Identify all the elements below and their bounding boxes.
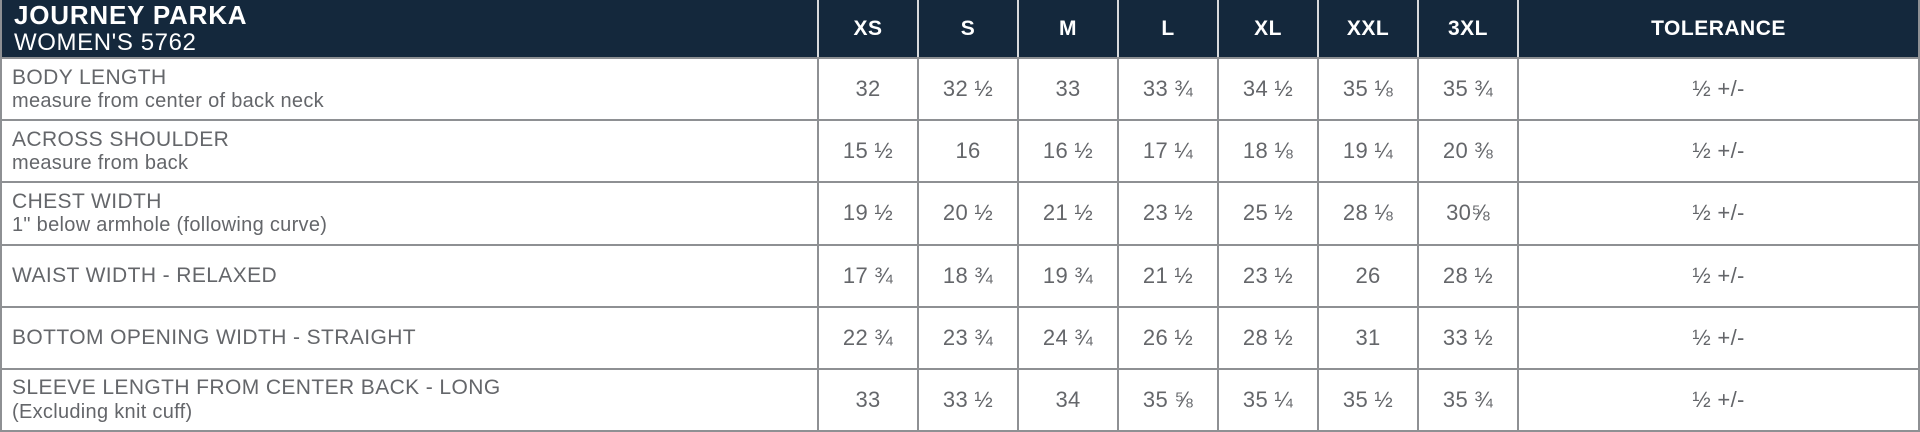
value-cell: 32 [817, 59, 917, 120]
value-cell: 35 ⅝ [1117, 369, 1217, 431]
measurement-sublabel: (Excluding knit cuff) [12, 400, 193, 423]
measurement-label: WAIST WIDTH - RELAXED [12, 263, 278, 287]
tolerance-cell: ½ +/- [1517, 369, 1918, 431]
value-cell: 23 ½ [1217, 245, 1317, 306]
value-cell: 34 [1017, 369, 1117, 431]
value-cell: 35 ¾ [1417, 59, 1517, 120]
value-cell: 28 ½ [1417, 245, 1517, 306]
column-header-xs: XS [817, 0, 917, 57]
tolerance-cell: ½ +/- [1517, 307, 1918, 368]
tolerance-cell: ½ +/- [1517, 121, 1918, 182]
measurement-label-cell: SLEEVE LENGTH FROM CENTER BACK - LONG (E… [2, 370, 817, 430]
column-header-tolerance: TOLERANCE [1517, 0, 1918, 57]
measurement-sublabel: measure from center of back neck [12, 89, 324, 112]
value-cell: 16 ½ [1017, 121, 1117, 182]
value-cell: 25 ½ [1217, 183, 1317, 244]
tolerance-cell: ½ +/- [1517, 245, 1918, 306]
size-chart-header-row: JOURNEY PARKA WOMEN'S 5762 XS S M L XL X… [2, 0, 1918, 57]
value-cell: 26 [1317, 245, 1417, 306]
value-cell: 19 ¼ [1317, 121, 1417, 182]
product-title-cell: JOURNEY PARKA WOMEN'S 5762 [2, 0, 817, 57]
value-cell: 30⅝ [1417, 183, 1517, 244]
value-cell: 17 ¾ [817, 245, 917, 306]
value-cell: 31 [1317, 307, 1417, 368]
value-cell: 35 ¼ [1217, 369, 1317, 431]
product-name: JOURNEY PARKA [14, 0, 248, 31]
measurement-sublabel: 1" below armhole (following curve) [12, 214, 328, 236]
value-cell: 33 [1017, 59, 1117, 120]
value-cell: 26 ½ [1117, 307, 1217, 368]
value-cell: 21 ½ [1017, 183, 1117, 244]
product-style-number: WOMEN'S 5762 [14, 28, 197, 56]
value-cell: 32 ½ [917, 59, 1017, 120]
column-header-l: L [1117, 0, 1217, 57]
value-cell: 28 ⅛ [1317, 183, 1417, 244]
measurement-label: SLEEVE LENGTH FROM CENTER BACK - LONG [12, 376, 501, 400]
value-cell: 28 ½ [1217, 307, 1317, 368]
value-cell: 20 ⅜ [1417, 121, 1517, 182]
value-cell: 23 ½ [1117, 183, 1217, 244]
value-cell: 33 [817, 369, 917, 431]
value-cell: 18 ¾ [917, 245, 1017, 306]
value-cell: 20 ½ [917, 183, 1017, 244]
row-body-length: BODY LENGTH measure from center of back … [2, 59, 1918, 120]
measurement-sublabel: measure from back [12, 151, 189, 174]
measurement-label-cell: BODY LENGTH measure from center of back … [2, 59, 817, 119]
measurement-label-cell: ACROSS SHOULDER measure from back [2, 121, 817, 181]
measurement-label: ACROSS SHOULDER [12, 127, 230, 151]
value-cell: 33 ½ [917, 369, 1017, 431]
row-sleeve-length: SLEEVE LENGTH FROM CENTER BACK - LONG (E… [2, 367, 1918, 431]
column-header-xxl: XXL [1317, 0, 1417, 57]
value-cell: 33 ½ [1417, 307, 1517, 368]
value-cell: 16 [917, 121, 1017, 182]
tolerance-cell: ½ +/- [1517, 59, 1918, 120]
value-cell: 33 ¾ [1117, 59, 1217, 120]
measurement-label-cell: WAIST WIDTH - RELAXED [2, 246, 817, 306]
column-header-3xl: 3XL [1417, 0, 1517, 57]
measurement-label: BODY LENGTH [12, 65, 167, 89]
row-chest-width: CHEST WIDTH 1" below armhole (following … [2, 181, 1918, 244]
value-cell: 21 ½ [1117, 245, 1217, 306]
tolerance-cell: ½ +/- [1517, 183, 1918, 244]
measurement-label-cell: CHEST WIDTH 1" below armhole (following … [2, 183, 817, 243]
value-cell: 15 ½ [817, 121, 917, 182]
column-header-s: S [917, 0, 1017, 57]
value-cell: 22 ¾ [817, 307, 917, 368]
value-cell: 19 ¾ [1017, 245, 1117, 306]
column-header-m: M [1017, 0, 1117, 57]
value-cell: 35 ½ [1317, 369, 1417, 431]
measurement-label: BOTTOM OPENING WIDTH - STRAIGHT [12, 325, 417, 349]
value-cell: 18 ⅛ [1217, 121, 1317, 182]
row-waist-width: WAIST WIDTH - RELAXED 17 ¾ 18 ¾ 19 ¾ 21 … [2, 243, 1918, 306]
value-cell: 24 ¾ [1017, 307, 1117, 368]
column-header-xl: XL [1217, 0, 1317, 57]
value-cell: 35 ¾ [1417, 369, 1517, 431]
measurement-label-cell: BOTTOM OPENING WIDTH - STRAIGHT [2, 308, 817, 368]
value-cell: 34 ½ [1217, 59, 1317, 120]
row-bottom-opening-width: BOTTOM OPENING WIDTH - STRAIGHT 22 ¾ 23 … [2, 305, 1918, 368]
size-chart-body: BODY LENGTH measure from center of back … [2, 57, 1918, 431]
value-cell: 17 ¼ [1117, 121, 1217, 182]
value-cell: 35 ⅛ [1317, 59, 1417, 120]
measurement-label: CHEST WIDTH [12, 189, 162, 213]
value-cell: 23 ¾ [917, 307, 1017, 368]
value-cell: 19 ½ [817, 183, 917, 244]
row-across-shoulder: ACROSS SHOULDER measure from back 15 ½ 1… [2, 119, 1918, 182]
